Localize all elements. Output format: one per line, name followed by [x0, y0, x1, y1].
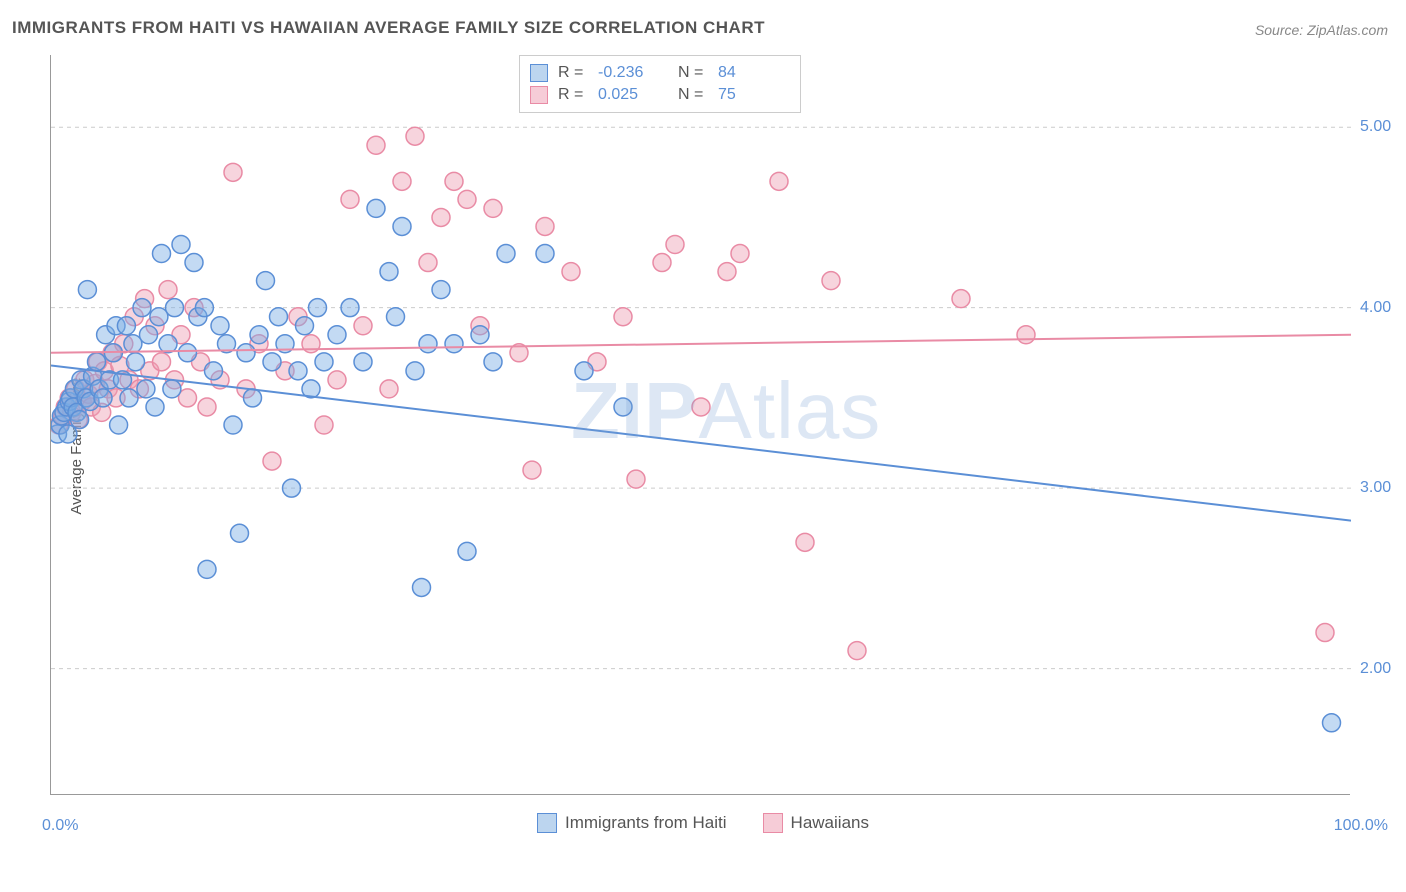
legend-r-value: -0.236 [598, 62, 668, 84]
y-tick-label: 3.00 [1360, 479, 1391, 497]
chart-source: Source: ZipAtlas.com [1255, 22, 1388, 38]
series-legend-item-hawaiians: Hawaiians [763, 813, 869, 833]
legend-swatch [530, 86, 548, 104]
source-name: ZipAtlas.com [1307, 22, 1388, 38]
legend-swatch [530, 64, 548, 82]
legend-swatch [763, 813, 783, 833]
source-prefix: Source: [1255, 22, 1307, 38]
series-legend-label: Hawaiians [791, 813, 869, 833]
legend-row-hawaiians: R = 0.025 N = 75 [530, 84, 790, 106]
chart-title: IMMIGRANTS FROM HAITI VS HAWAIIAN AVERAG… [12, 18, 765, 38]
scatter-svg [51, 55, 1351, 795]
legend-r-label: R = [558, 62, 588, 84]
series-legend-item-haiti: Immigrants from Haiti [537, 813, 727, 833]
series-legend: Immigrants from Haiti Hawaiians [0, 813, 1406, 833]
y-tick-label: 2.00 [1360, 660, 1391, 678]
legend-r-value: 0.025 [598, 84, 668, 106]
legend-r-label: R = [558, 84, 588, 106]
correlation-legend: R = -0.236 N = 84 R = 0.025 N = 75 [519, 55, 801, 113]
legend-n-value: 84 [718, 62, 788, 84]
legend-n-label: N = [678, 84, 708, 106]
series-legend-label: Immigrants from Haiti [565, 813, 727, 833]
legend-n-label: N = [678, 62, 708, 84]
plot-area: ZIPAtlas R =-0.236N =84R =0.025N =75 [50, 55, 1350, 795]
y-tick-label: 5.00 [1360, 118, 1391, 136]
y-tick-label: 4.00 [1360, 299, 1391, 317]
legend-n-value: 75 [718, 84, 788, 106]
legend-row-haiti: R = -0.236 N = 84 [530, 62, 790, 84]
chart-container: IMMIGRANTS FROM HAITI VS HAWAIIAN AVERAG… [0, 0, 1406, 892]
legend-swatch [537, 813, 557, 833]
